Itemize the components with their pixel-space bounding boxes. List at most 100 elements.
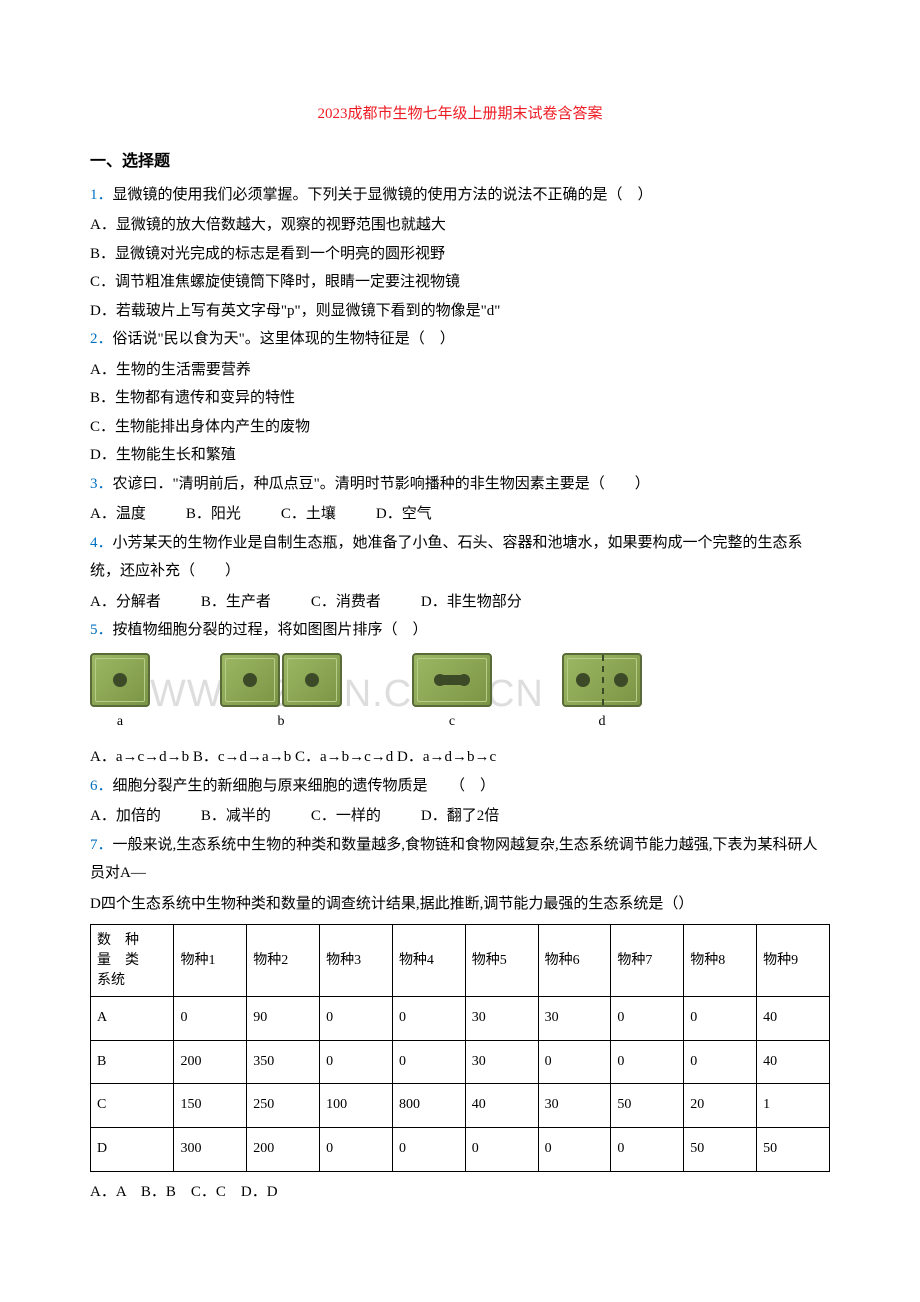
q-text: 小芳某天的生物作业是自制生态瓶，她准备了小鱼、石头、容器和池塘水，如果要构成一个… bbox=[90, 535, 803, 580]
cell: 150 bbox=[174, 1084, 247, 1128]
q-num: 5． bbox=[90, 622, 113, 638]
question-5: 5．按植物细胞分裂的过程，将如图图片排序（ ） bbox=[90, 616, 830, 645]
col-header: 物种3 bbox=[320, 925, 393, 997]
cell: 0 bbox=[684, 1040, 757, 1084]
q6-option-c: C．一样的 bbox=[311, 802, 381, 831]
q7-text2: D四个生态系统中生物种类和数量的调查统计结果,据此推断,调节能力最强的生态系统是… bbox=[90, 890, 830, 919]
q3-option-a: A．温度 bbox=[90, 500, 146, 529]
ecosystem-table: 数 种 量 类 系统 物种1 物种2 物种3 物种4 物种5 物种6 物种7 物… bbox=[90, 924, 830, 1171]
q1-option-d: D．若载玻片上写有英文字母"p"，则显微镜下看到的物像是"d" bbox=[90, 297, 830, 326]
q-num: 2． bbox=[90, 331, 113, 347]
cell: 0 bbox=[465, 1128, 538, 1172]
cell: 30 bbox=[465, 997, 538, 1041]
cell: 0 bbox=[611, 1128, 684, 1172]
q-text: 按植物细胞分裂的过程，将如图图片排序（ ） bbox=[113, 622, 428, 638]
q6-option-d: D．翻了2倍 bbox=[421, 802, 499, 831]
cell: 40 bbox=[465, 1084, 538, 1128]
q7-options: A．A B．B C．C D．D bbox=[90, 1178, 830, 1207]
q3-option-c: C．土壤 bbox=[281, 500, 336, 529]
question-3: 3．农谚曰．"清明前后，种瓜点豆"。清明时节影响播种的非生物因素主要是（ ） bbox=[90, 470, 830, 499]
cell: 40 bbox=[757, 997, 830, 1041]
cell: 30 bbox=[538, 997, 611, 1041]
cell-c: c bbox=[412, 653, 492, 736]
row-label: C bbox=[91, 1084, 174, 1128]
q-num: 7． bbox=[90, 837, 113, 853]
cell: 0 bbox=[538, 1128, 611, 1172]
q6-option-a: A．加倍的 bbox=[90, 802, 161, 831]
cell: 90 bbox=[247, 997, 320, 1041]
row-label: A bbox=[91, 997, 174, 1041]
cell: 20 bbox=[684, 1084, 757, 1128]
q-text: 一般来说,生态系统中生物的种类和数量越多,食物链和食物网越复杂,生态系统调节能力… bbox=[90, 837, 818, 882]
q-num: 4． bbox=[90, 535, 113, 551]
q1-option-c: C．调节粗准焦螺旋使镜筒下降时，眼睛一定要注视物镜 bbox=[90, 268, 830, 297]
cell-label-c: c bbox=[449, 709, 455, 736]
q6-options: A．加倍的 B．减半的 C．一样的 D．翻了2倍 bbox=[90, 802, 830, 831]
cell: 0 bbox=[611, 997, 684, 1041]
cell: 300 bbox=[174, 1128, 247, 1172]
cell: 0 bbox=[392, 997, 465, 1041]
question-2: 2．俗话说"民以食为天"。这里体现的生物特征是（ ） bbox=[90, 325, 830, 354]
question-7: 7．一般来说,生态系统中生物的种类和数量越多,食物链和食物网越复杂,生态系统调节… bbox=[90, 831, 830, 888]
cell: 1 bbox=[757, 1084, 830, 1128]
col-header: 物种4 bbox=[392, 925, 465, 997]
question-1: 1．显微镜的使用我们必须掌握。下列关于显微镜的使用方法的说法不正确的是（ ） bbox=[90, 181, 830, 210]
table-row: D 300 200 0 0 0 0 0 50 50 bbox=[91, 1128, 830, 1172]
cell: 0 bbox=[392, 1128, 465, 1172]
cell: 0 bbox=[320, 1128, 393, 1172]
q-text: 显微镜的使用我们必须掌握。下列关于显微镜的使用方法的说法不正确的是（ ） bbox=[113, 187, 653, 203]
cell-label-d: d bbox=[599, 709, 606, 736]
q4-option-d: D．非生物部分 bbox=[421, 588, 522, 617]
cell-label-b: b bbox=[278, 709, 285, 736]
q-num: 3． bbox=[90, 476, 113, 492]
cell: 200 bbox=[174, 1040, 247, 1084]
question-4: 4．小芳某天的生物作业是自制生态瓶，她准备了小鱼、石头、容器和池塘水，如果要构成… bbox=[90, 529, 830, 586]
cell: 50 bbox=[757, 1128, 830, 1172]
cell: 30 bbox=[538, 1084, 611, 1128]
row-label: B bbox=[91, 1040, 174, 1084]
table-corner: 数 种 量 类 系统 bbox=[91, 925, 174, 997]
q2-option-b: B．生物都有遗传和变异的特性 bbox=[90, 384, 830, 413]
table-row: C 150 250 100 800 40 30 50 20 1 bbox=[91, 1084, 830, 1128]
q2-option-c: C．生物能排出身体内产生的废物 bbox=[90, 413, 830, 442]
cell: 0 bbox=[174, 997, 247, 1041]
q4-option-b: B．生产者 bbox=[201, 588, 271, 617]
section-heading: 一、选择题 bbox=[90, 147, 830, 177]
table-row: B 200 350 0 0 30 0 0 0 40 bbox=[91, 1040, 830, 1084]
cell-a: a bbox=[90, 653, 150, 736]
cell-diagram: a b c d bbox=[90, 653, 830, 736]
table-row: A 0 90 0 0 30 30 0 0 40 bbox=[91, 997, 830, 1041]
q2-option-a: A．生物的生活需要营养 bbox=[90, 356, 830, 385]
cell: 30 bbox=[465, 1040, 538, 1084]
cell: 0 bbox=[392, 1040, 465, 1084]
exam-title: 2023成都市生物七年级上册期末试卷含答案 bbox=[90, 100, 830, 129]
q-num: 1． bbox=[90, 187, 113, 203]
q4-option-c: C．消费者 bbox=[311, 588, 381, 617]
table-header-row: 数 种 量 类 系统 物种1 物种2 物种3 物种4 物种5 物种6 物种7 物… bbox=[91, 925, 830, 997]
col-header: 物种9 bbox=[757, 925, 830, 997]
col-header: 物种8 bbox=[684, 925, 757, 997]
q5-options: A．a→c→d→b B．c→d→a→b C．a→b→c→d D．a→d→b→c bbox=[90, 743, 830, 772]
cell-label-a: a bbox=[117, 709, 123, 736]
col-header: 物种5 bbox=[465, 925, 538, 997]
cell: 0 bbox=[611, 1040, 684, 1084]
cell: 200 bbox=[247, 1128, 320, 1172]
cell: 0 bbox=[538, 1040, 611, 1084]
cell: 0 bbox=[320, 1040, 393, 1084]
cell-d: d bbox=[562, 653, 642, 736]
q-text: 农谚曰．"清明前后，种瓜点豆"。清明时节影响播种的非生物因素主要是（ ） bbox=[113, 476, 650, 492]
q-num: 6． bbox=[90, 778, 113, 794]
col-header: 物种2 bbox=[247, 925, 320, 997]
row-label: D bbox=[91, 1128, 174, 1172]
q-text: 细胞分裂产生的新细胞与原来细胞的遗传物质是 （ ） bbox=[113, 778, 496, 794]
q6-option-b: B．减半的 bbox=[201, 802, 271, 831]
q4-option-a: A．分解者 bbox=[90, 588, 161, 617]
q-text: 俗话说"民以食为天"。这里体现的生物特征是（ ） bbox=[113, 331, 455, 347]
cell: 0 bbox=[684, 997, 757, 1041]
cell: 350 bbox=[247, 1040, 320, 1084]
cell: 40 bbox=[757, 1040, 830, 1084]
question-6: 6．细胞分裂产生的新细胞与原来细胞的遗传物质是 （ ） bbox=[90, 772, 830, 801]
col-header: 物种7 bbox=[611, 925, 684, 997]
cell: 250 bbox=[247, 1084, 320, 1128]
q1-option-b: B．显微镜对光完成的标志是看到一个明亮的圆形视野 bbox=[90, 240, 830, 269]
